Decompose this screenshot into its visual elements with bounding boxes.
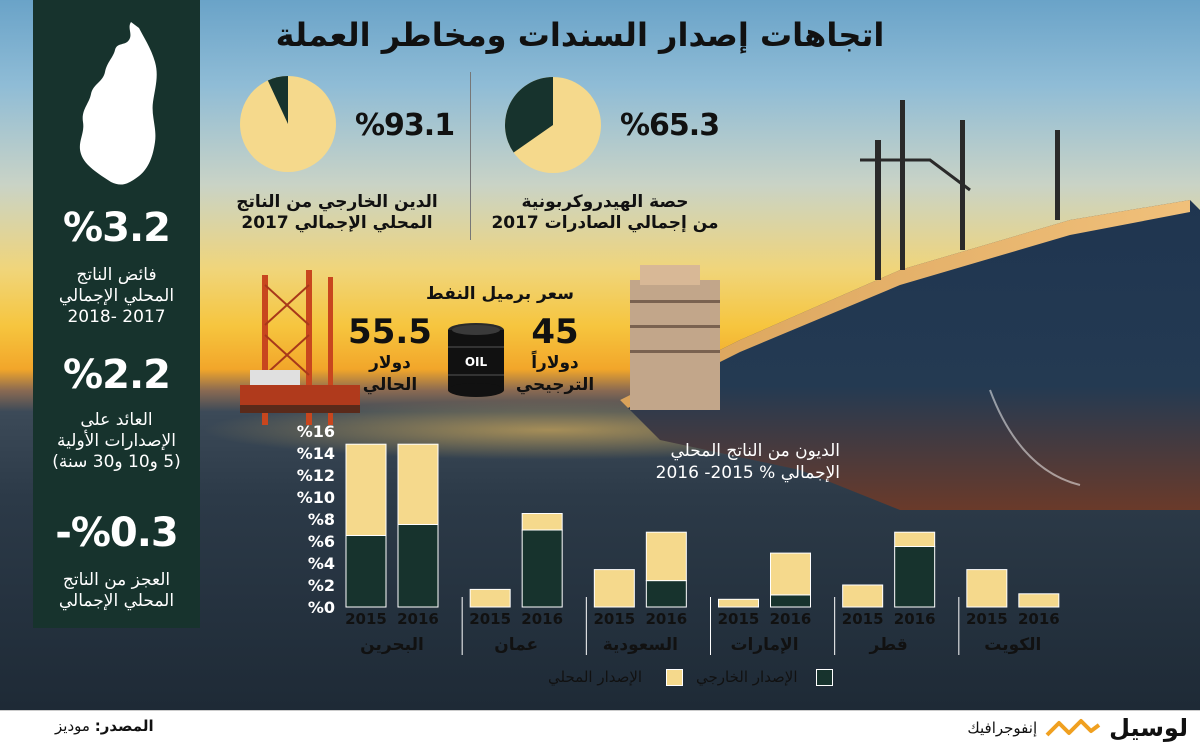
y-tick-label: %14 <box>297 444 335 463</box>
bar-domestic <box>521 513 563 531</box>
x-tick-year: 2016 <box>894 610 936 628</box>
oil-rig-image <box>240 270 360 425</box>
x-tick-year: 2015 <box>593 610 635 628</box>
y-tick-label: %0 <box>308 598 335 617</box>
oil-preferred-label: دولاراً الترجيحي <box>515 353 595 395</box>
y-tick-label: %10 <box>297 488 335 507</box>
oil-barrel-icon: OIL <box>448 323 504 397</box>
oil-current-value: 55.5 <box>348 312 432 352</box>
bar-external <box>397 524 439 608</box>
bar-domestic <box>593 569 635 608</box>
oil-preferred-value: 45 <box>531 312 579 352</box>
legend-external-label: الإصدار الخارجي <box>696 668 798 686</box>
oil-price-title: سعر برميل النفط <box>426 284 574 304</box>
bar-domestic <box>966 569 1008 608</box>
x-tick-year: 2015 <box>966 610 1008 628</box>
left-stats-panel: %3.2 فائض الناتج المحلي الإجمالي 2017 -2… <box>33 0 200 628</box>
bar-domestic <box>645 531 687 582</box>
bar-external <box>894 546 936 608</box>
bar-domestic <box>469 588 511 608</box>
x-tick-country: البحرين <box>360 635 424 655</box>
brand-logo-icon <box>1045 719 1101 737</box>
stat-yield-label: العائد على الإصدارات الأولية (5 و10 و30 … <box>52 410 181 472</box>
x-tick-country: الإمارات <box>730 635 798 655</box>
x-tick-country: عمان <box>494 635 538 655</box>
stat-yield-value: %2.2 <box>63 352 171 398</box>
y-tick-label: %2 <box>308 576 335 595</box>
stat-surplus-label: فائض الناتج المحلي الإجمالي 2017 -2018 <box>58 265 175 327</box>
oil-barrel-text: OIL <box>465 355 488 369</box>
bar-domestic <box>345 443 387 537</box>
footer-source: المصدر: موديز <box>55 717 154 735</box>
legend-domestic-label: الإصدار المحلي <box>548 668 643 686</box>
pie-divider <box>470 72 471 240</box>
x-tick-year: 2015 <box>842 610 884 628</box>
page-title: اتجاهات إصدار السندات ومخاطر العملة <box>275 16 885 54</box>
ship-image <box>620 100 1200 510</box>
bar-domestic <box>397 443 439 526</box>
stat-deficit-value: -%0.3 <box>55 510 179 556</box>
bar-domestic <box>842 584 884 608</box>
y-tick-label: %16 <box>297 422 335 441</box>
bar-domestic <box>718 598 759 608</box>
x-tick-country: قطر <box>869 635 908 655</box>
legend-domestic-swatch <box>666 669 683 686</box>
x-tick-country: الكويت <box>984 635 1041 655</box>
x-tick-year: 2016 <box>645 610 687 628</box>
x-tick-country: السعودية <box>603 635 678 655</box>
pie-hydrocarbon-pct: %65.3 <box>620 108 720 143</box>
x-tick-year: 2016 <box>521 610 563 628</box>
brand-name: لوسيل <box>1109 714 1188 742</box>
chart-title: الديون من الناتج المحلي الإجمالي % 2015-… <box>655 441 840 483</box>
bar-domestic <box>894 531 936 548</box>
y-tick-label: %4 <box>308 554 335 573</box>
bar-external <box>645 580 687 608</box>
brand: إنفوجرافيك لوسيل <box>967 713 1188 743</box>
x-tick-year: 2016 <box>1018 610 1060 628</box>
legend-external-swatch <box>816 669 833 686</box>
brand-sub: إنفوجرافيك <box>967 719 1038 737</box>
stat-surplus-value: %3.2 <box>63 205 171 251</box>
y-tick-label: %12 <box>297 466 335 485</box>
bar-domestic <box>770 552 811 596</box>
bar-external <box>345 535 387 608</box>
oil-current-label: دولار الحالي <box>362 353 418 395</box>
bar-domestic <box>1018 593 1060 608</box>
x-tick-year: 2015 <box>469 610 511 628</box>
y-tick-label: %6 <box>308 532 335 551</box>
stat-deficit-label: العجز من الناتج المحلي الإجمالي <box>58 570 175 611</box>
pie-hydrocarbon-slice <box>504 77 553 153</box>
x-tick-year: 2015 <box>345 610 387 628</box>
pie-hydrocarbon <box>504 77 601 173</box>
pie-external-debt <box>240 76 336 172</box>
pie-external-debt-pct: %93.1 <box>355 108 455 143</box>
y-tick-label: %8 <box>308 510 335 529</box>
bar-external <box>770 594 811 608</box>
pie-external-debt-caption: الدين الخارجي من الناتج المحلي الإجمالي … <box>236 192 438 233</box>
chart-legend: الإصدار الخارجي الإصدار المحلي <box>540 666 840 690</box>
bar-external <box>521 529 563 608</box>
qatar-map-icon <box>79 22 157 185</box>
x-tick-year: 2016 <box>397 610 439 628</box>
pie-hydrocarbon-caption: حصة الهيدروكربونية من إجمالي الصادرات 20… <box>491 192 719 233</box>
x-tick-year: 2015 <box>718 610 760 628</box>
x-tick-year: 2016 <box>770 610 812 628</box>
footer: المصدر: موديز إنفوجرافيك لوسيل <box>0 710 1200 743</box>
pie-external-debt-slice <box>267 76 288 124</box>
